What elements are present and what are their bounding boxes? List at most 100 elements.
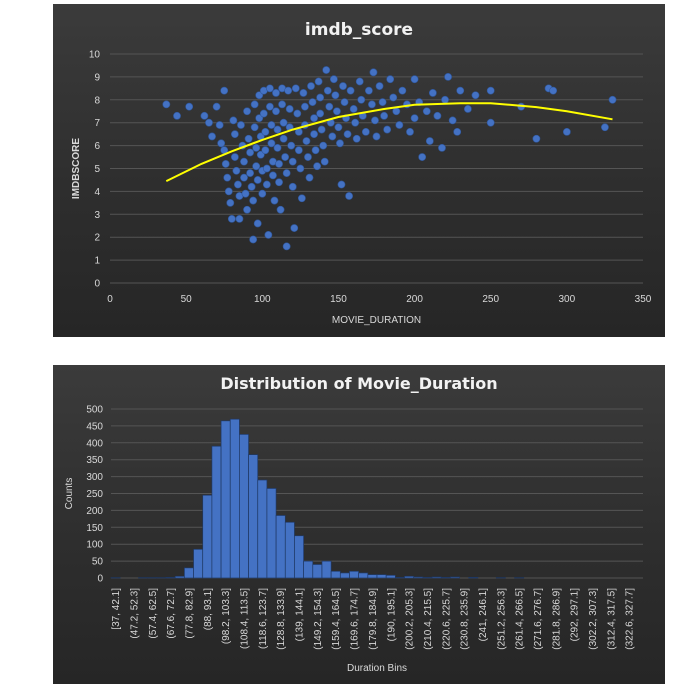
data-point — [221, 160, 230, 168]
data-point — [261, 127, 270, 136]
data-point — [296, 164, 305, 173]
y-tick-label: 9 — [94, 72, 100, 83]
chart-title: Distribution of Movie_Duration — [220, 374, 497, 393]
data-point — [325, 102, 334, 111]
histogram-bar — [266, 488, 277, 579]
data-point — [253, 219, 262, 228]
x-tick-label: (57.4, 62.5] — [148, 588, 159, 639]
histogram-bar — [358, 572, 369, 579]
data-point — [386, 75, 395, 84]
x-axis-label: MOVIE_DURATION — [332, 315, 421, 326]
histogram-bar — [431, 576, 442, 579]
x-tick-label: (139, 144.1] — [295, 588, 306, 642]
x-tick-label: (261.4, 266.5] — [515, 588, 526, 650]
histogram-bar — [220, 420, 231, 579]
data-point — [333, 107, 341, 116]
data-point — [343, 130, 352, 139]
y-tick-label: 350 — [86, 455, 103, 466]
data-point — [305, 173, 314, 182]
y-tick-label: 450 — [86, 421, 103, 432]
histogram-plot: Distribution of Movie_Duration 0 50 100 150 2… — [64, 374, 643, 674]
data-point — [297, 194, 306, 203]
data-point — [261, 146, 270, 155]
data-point — [316, 93, 325, 102]
data-point — [418, 153, 427, 161]
data-point — [275, 160, 283, 168]
data-point — [217, 139, 226, 148]
x-tick-label: (118.6, 123.7] — [258, 588, 269, 649]
data-point — [279, 134, 288, 143]
data-point — [243, 107, 251, 116]
histogram-bar — [257, 479, 268, 579]
x-tick-label: 50 — [181, 294, 193, 305]
data-point — [258, 189, 267, 198]
data-point — [368, 100, 376, 109]
data-point — [352, 134, 361, 143]
x-tick-label: (67.6, 72.7] — [166, 588, 177, 639]
data-point — [264, 231, 273, 239]
x-tick-label: 300 — [559, 294, 576, 305]
x-tick-label: (210.4, 215.5] — [423, 588, 434, 650]
x-tick-label: (322.6, 327.7] — [625, 588, 636, 650]
x-tick-label: 250 — [482, 294, 499, 305]
data-point — [317, 125, 326, 134]
scatter-points — [162, 66, 617, 251]
y-tick-label: 200 — [86, 506, 103, 517]
x-tick-label: (281.8, 286.9] — [551, 588, 562, 650]
data-point — [262, 164, 271, 173]
y-tick-label: 0 — [94, 279, 100, 290]
data-point — [371, 116, 379, 125]
data-point — [262, 180, 271, 189]
x-tick-label: (190, 195.1] — [386, 588, 397, 642]
data-point — [313, 162, 322, 171]
x-tick-label: 0 — [107, 294, 113, 305]
data-point — [235, 214, 244, 223]
x-tick-label: (159.4, 164.5] — [331, 588, 342, 650]
chart-title: imdb_score — [305, 20, 413, 40]
data-point — [357, 95, 366, 104]
data-point — [288, 157, 297, 166]
histogram-bar — [321, 560, 332, 579]
histogram-bar — [385, 574, 396, 579]
histogram-bar — [330, 570, 341, 579]
histogram-bar — [202, 494, 213, 579]
data-point — [441, 95, 449, 104]
y-tick-label: 3 — [94, 210, 100, 221]
data-point — [319, 141, 328, 150]
data-point — [395, 121, 404, 129]
y-tick-label: 10 — [89, 50, 101, 61]
data-point — [227, 214, 236, 223]
data-point — [351, 118, 360, 127]
data-point — [456, 86, 465, 95]
data-point — [259, 109, 268, 118]
data-point — [372, 132, 381, 141]
histogram-bar — [312, 564, 323, 579]
data-point — [364, 86, 373, 95]
data-point — [361, 127, 370, 136]
data-point — [243, 205, 251, 214]
histogram-bar — [193, 548, 204, 579]
histogram-bar — [468, 576, 479, 579]
data-point — [438, 143, 446, 152]
data-point — [601, 123, 609, 132]
data-point — [255, 114, 264, 123]
data-point — [336, 139, 344, 148]
data-point — [205, 118, 213, 127]
data-point — [293, 109, 302, 118]
data-point — [375, 82, 384, 90]
histogram-bar — [165, 576, 176, 579]
data-point — [422, 107, 431, 116]
data-point — [230, 130, 239, 139]
data-point — [463, 105, 472, 113]
data-point — [339, 82, 347, 90]
data-point — [275, 178, 283, 187]
x-tick-label: (302.2, 307.3] — [588, 588, 599, 650]
x-tick-label: (312.4, 317.5] — [606, 588, 617, 650]
data-point — [310, 114, 318, 123]
histogram-bar — [339, 572, 350, 579]
data-point — [250, 100, 259, 109]
x-tick-label: 150 — [330, 294, 347, 305]
data-point — [406, 127, 414, 136]
x-tick-label: (271.6, 276.7] — [533, 588, 544, 650]
data-point — [307, 82, 315, 90]
